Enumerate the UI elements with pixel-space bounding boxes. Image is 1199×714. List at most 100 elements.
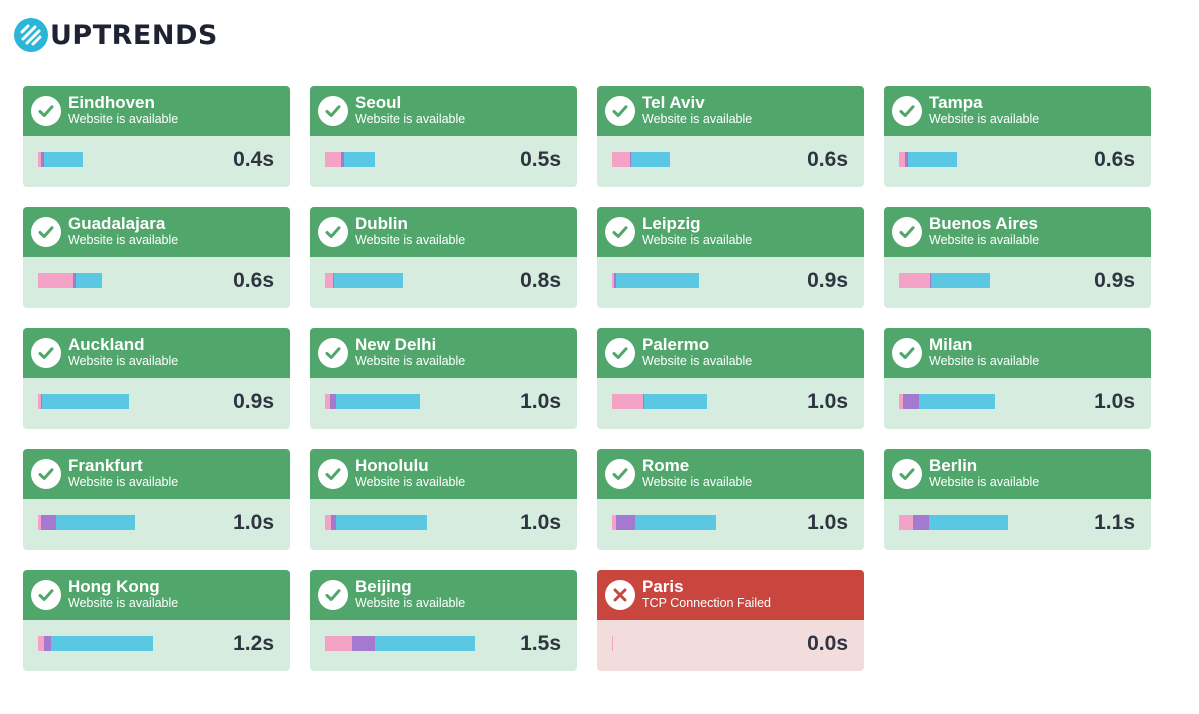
download-segment: [336, 515, 427, 530]
dns-segment: [38, 515, 41, 530]
checkpoint-city: Guadalajara: [68, 214, 166, 233]
dns-segment: [38, 273, 73, 288]
dns-segment: [612, 394, 643, 409]
checkpoint-card[interactable]: Paris TCP Connection Failed 0.0s: [597, 570, 864, 671]
check-circle-icon: [892, 96, 922, 126]
response-time-bar: [325, 394, 420, 409]
response-time-bar: [612, 515, 716, 530]
response-time-bar: [38, 394, 129, 409]
checkpoint-body: 1.0s: [310, 378, 577, 429]
check-circle-icon: [318, 338, 348, 368]
checkpoint-card[interactable]: Eindhoven Website is available 0.4s: [23, 86, 290, 187]
checkpoint-body: 0.8s: [310, 257, 577, 308]
response-time: 0.6s: [233, 269, 274, 292]
checkpoint-header: Seoul Website is available: [310, 86, 577, 136]
checkpoint-card[interactable]: Tel Aviv Website is available 0.6s: [597, 86, 864, 187]
checkpoint-city: Buenos Aires: [929, 214, 1038, 233]
checkpoint-card[interactable]: Guadalajara Website is available 0.6s: [23, 207, 290, 308]
check-circle-icon: [31, 338, 61, 368]
checkpoint-card[interactable]: Palermo Website is available 1.0s: [597, 328, 864, 429]
connect-segment: [341, 152, 344, 167]
checkpoint-card[interactable]: Beijing Website is available 1.5s: [310, 570, 577, 671]
response-time: 0.4s: [233, 148, 274, 171]
checkpoint-status: Website is available: [642, 475, 753, 489]
check-circle-icon: [31, 96, 61, 126]
checkpoint-header: Tel Aviv Website is available: [597, 86, 864, 136]
checkpoint-header: Beijing Website is available: [310, 570, 577, 620]
uptrends-logo: UPTRENDS: [14, 16, 218, 54]
checkpoint-header: Honolulu Website is available: [310, 449, 577, 499]
response-time-bar: [899, 152, 957, 167]
download-segment: [635, 515, 716, 530]
connect-segment: [903, 394, 919, 409]
checkpoint-status: Website is available: [355, 354, 466, 368]
checkpoint-card[interactable]: Rome Website is available 1.0s: [597, 449, 864, 550]
checkpoint-header: Milan Website is available: [884, 328, 1151, 378]
connect-segment: [333, 273, 334, 288]
response-time: 0.0s: [807, 632, 848, 655]
checkpoint-body: 1.0s: [310, 499, 577, 550]
download-segment: [344, 152, 375, 167]
check-circle-icon: [892, 338, 922, 368]
checkpoint-card[interactable]: Berlin Website is available 1.1s: [884, 449, 1151, 550]
checkpoint-card[interactable]: Leipzig Website is available 0.9s: [597, 207, 864, 308]
response-time-bar: [325, 515, 427, 530]
checkpoint-body: 0.6s: [884, 136, 1151, 187]
response-time: 1.0s: [520, 511, 561, 534]
checkpoint-status: Website is available: [68, 233, 179, 247]
dns-segment: [612, 152, 630, 167]
checkpoint-city: Berlin: [929, 456, 978, 475]
checkpoint-body: 1.1s: [884, 499, 1151, 550]
connect-segment: [913, 515, 929, 530]
response-time-bar: [38, 515, 135, 530]
check-circle-icon: [31, 580, 61, 610]
response-time-bar: [38, 152, 83, 167]
checkpoint-card[interactable]: Frankfurt Website is available 1.0s: [23, 449, 290, 550]
dns-segment: [612, 515, 616, 530]
checkpoint-header: Dublin Website is available: [310, 207, 577, 257]
dns-segment: [38, 394, 41, 409]
checkpoint-card[interactable]: Auckland Website is available 0.9s: [23, 328, 290, 429]
checkpoint-card[interactable]: Seoul Website is available 0.5s: [310, 86, 577, 187]
checkpoint-card[interactable]: Honolulu Website is available 1.0s: [310, 449, 577, 550]
checkpoint-status: TCP Connection Failed: [642, 596, 772, 610]
checkpoint-card[interactable]: Hong Kong Website is available 1.2s: [23, 570, 290, 671]
checkpoint-card[interactable]: New Delhi Website is available 1.0s: [310, 328, 577, 429]
download-segment: [375, 636, 475, 651]
check-circle-icon: [892, 459, 922, 489]
brand-name: UPTRENDS: [50, 19, 218, 51]
connect-segment: [616, 515, 635, 530]
response-time-bar: [325, 636, 475, 651]
dns-segment: [612, 273, 614, 288]
connect-segment: [41, 515, 56, 530]
checkpoint-status: Website is available: [929, 354, 1040, 368]
download-segment: [631, 152, 670, 167]
checkpoint-body: 1.0s: [884, 378, 1151, 429]
checkpoint-card[interactable]: Milan Website is available 1.0s: [884, 328, 1151, 429]
download-segment: [42, 394, 129, 409]
checkpoint-city: Beijing: [355, 577, 412, 596]
error-circle-icon: [605, 580, 635, 610]
checkpoint-status: Website is available: [355, 475, 466, 489]
checkpoint-city: New Delhi: [355, 335, 437, 354]
checkpoint-card[interactable]: Tampa Website is available 0.6s: [884, 86, 1151, 187]
response-time-bar: [899, 515, 1008, 530]
check-circle-icon: [605, 338, 635, 368]
response-time: 1.5s: [520, 632, 561, 655]
download-segment: [919, 394, 995, 409]
checkpoint-body: 0.5s: [310, 136, 577, 187]
checkpoint-card[interactable]: Dublin Website is available 0.8s: [310, 207, 577, 308]
checkpoint-status: Website is available: [929, 112, 1040, 126]
checkpoint-body: 0.6s: [23, 257, 290, 308]
checkpoint-body: 1.0s: [597, 378, 864, 429]
response-time-bar: [899, 273, 990, 288]
checkpoint-card[interactable]: Buenos Aires Website is available 0.9s: [884, 207, 1151, 308]
connect-segment: [331, 515, 336, 530]
checkpoint-city: Milan: [929, 335, 973, 354]
checkpoint-header: Rome Website is available: [597, 449, 864, 499]
checkpoint-header: Frankfurt Website is available: [23, 449, 290, 499]
checkpoint-city: Eindhoven: [68, 93, 155, 112]
response-time-bar: [38, 636, 153, 651]
check-circle-icon: [318, 96, 348, 126]
dns-segment: [899, 273, 930, 288]
